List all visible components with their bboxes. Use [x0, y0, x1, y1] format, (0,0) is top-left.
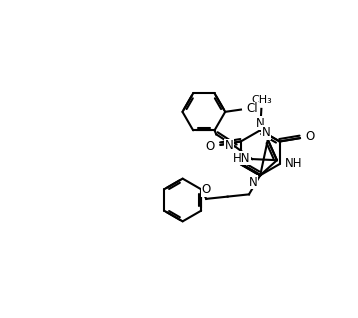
Text: O: O [205, 140, 215, 153]
Text: HN: HN [233, 152, 251, 165]
Text: N: N [256, 117, 265, 130]
Text: N: N [262, 126, 271, 139]
Text: N: N [225, 139, 234, 152]
Text: O: O [202, 183, 211, 197]
Text: NH: NH [284, 157, 302, 170]
Text: CH₃: CH₃ [251, 95, 272, 105]
Text: O: O [306, 130, 315, 143]
Text: N: N [249, 176, 258, 189]
Text: Cl: Cl [247, 102, 258, 115]
